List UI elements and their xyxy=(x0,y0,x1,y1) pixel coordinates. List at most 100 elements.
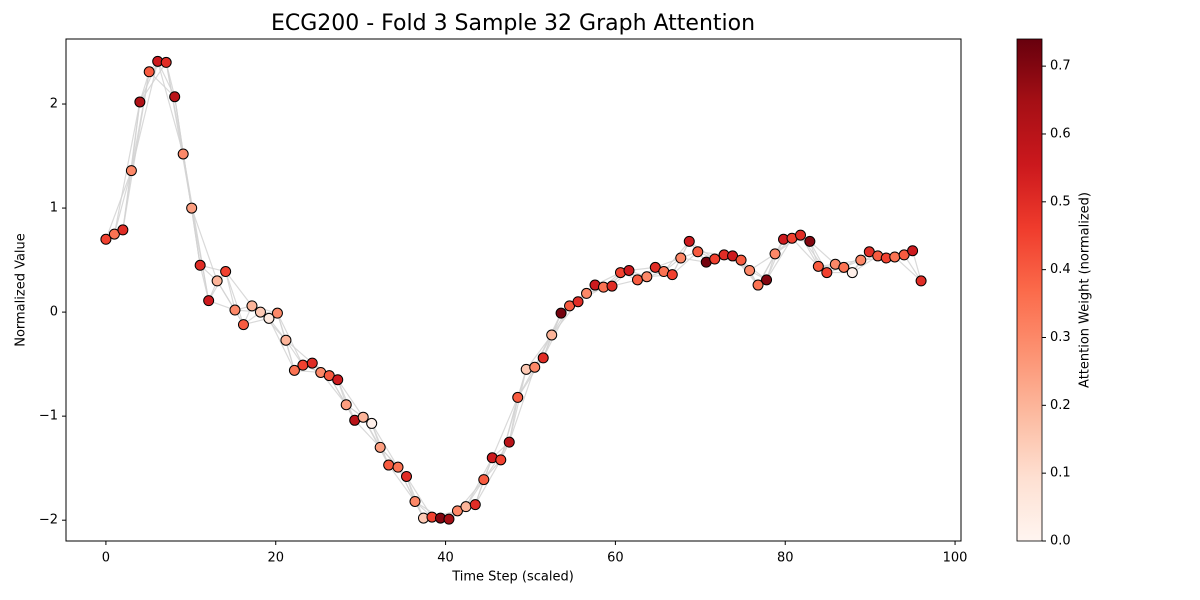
point xyxy=(623,264,635,276)
x-tick-label: 80 xyxy=(777,551,794,566)
graph-edge xyxy=(225,271,245,325)
point xyxy=(443,513,455,525)
point xyxy=(744,264,756,276)
colorbar-tick-label: 0.7 xyxy=(1050,59,1071,74)
point xyxy=(804,235,816,247)
point xyxy=(838,261,850,273)
y-tick-label: −1 xyxy=(39,409,58,424)
point xyxy=(795,229,807,241)
point xyxy=(855,254,867,266)
point xyxy=(631,274,643,286)
point xyxy=(546,329,558,341)
point xyxy=(907,245,919,257)
point xyxy=(297,359,309,371)
graph-edge xyxy=(508,367,536,443)
graph-edge xyxy=(809,240,836,265)
graph-edge xyxy=(225,271,253,307)
colorbar-tick-label: 0.6 xyxy=(1050,126,1071,141)
point xyxy=(366,417,378,429)
colorbar-label: Attention Weight (normalized) xyxy=(1078,192,1093,388)
graph-edge xyxy=(671,251,699,276)
point xyxy=(143,66,155,78)
colorbar-tick-label: 0.5 xyxy=(1050,194,1071,209)
point xyxy=(889,251,901,263)
point xyxy=(821,267,833,279)
point xyxy=(666,269,678,281)
point xyxy=(134,96,146,108)
graph-edge xyxy=(337,379,364,418)
colorbar-tick-label: 0.1 xyxy=(1050,466,1071,481)
point xyxy=(100,233,112,245)
x-tick-label: 0 xyxy=(102,551,110,566)
point xyxy=(469,499,481,511)
point xyxy=(383,459,395,471)
colorbar-tick-label: 0.3 xyxy=(1050,330,1071,345)
point xyxy=(340,399,352,411)
point xyxy=(529,361,541,373)
x-tick-label: 100 xyxy=(943,551,968,566)
point xyxy=(735,254,747,266)
point xyxy=(211,275,223,287)
point xyxy=(606,280,618,292)
chart-title: ECG200 - Fold 3 Sample 32 Graph Attentio… xyxy=(271,11,755,36)
colorbar xyxy=(1016,38,1043,542)
point xyxy=(392,461,404,473)
graph-edge xyxy=(105,170,132,240)
graph-edge xyxy=(551,305,571,336)
y-axis-label: Normalized Value xyxy=(14,233,29,347)
point xyxy=(537,352,549,364)
point xyxy=(246,300,258,312)
point xyxy=(683,235,695,247)
point xyxy=(812,260,824,272)
point xyxy=(237,319,249,331)
point xyxy=(220,266,232,278)
point xyxy=(194,259,206,271)
points xyxy=(100,55,927,525)
y-tick-label: 0 xyxy=(50,305,58,320)
point xyxy=(709,253,721,265)
graph-edge xyxy=(765,239,785,281)
point xyxy=(675,252,687,264)
graph-edge xyxy=(199,265,210,301)
point xyxy=(846,267,858,279)
graph-edge xyxy=(191,207,210,301)
point xyxy=(160,56,172,68)
point xyxy=(761,274,773,286)
x-tick-label: 40 xyxy=(437,551,454,566)
point xyxy=(512,391,524,403)
point xyxy=(503,436,515,448)
point xyxy=(271,307,283,319)
point xyxy=(117,224,129,236)
point xyxy=(752,279,764,291)
point xyxy=(478,474,490,486)
graph-edge xyxy=(285,339,313,364)
x-tick-label: 20 xyxy=(267,551,284,566)
point xyxy=(263,312,275,324)
x-axis-label: Time Step (scaled) xyxy=(451,570,574,585)
point xyxy=(374,441,386,453)
point xyxy=(288,364,300,376)
point xyxy=(915,275,927,287)
colorbar-tick-label: 0.2 xyxy=(1050,398,1071,413)
point xyxy=(769,248,781,260)
point xyxy=(280,334,292,346)
point xyxy=(229,304,241,316)
point xyxy=(203,295,215,307)
graph-edge xyxy=(508,369,527,443)
point xyxy=(177,148,189,160)
point xyxy=(641,271,653,283)
graph-edge xyxy=(354,419,381,448)
point xyxy=(357,411,369,423)
x-tick-label: 60 xyxy=(607,551,624,566)
graph-edge xyxy=(894,256,922,282)
graph-edge xyxy=(791,237,819,267)
point xyxy=(401,470,413,482)
point xyxy=(186,202,198,214)
graph-edge xyxy=(148,71,176,98)
point xyxy=(332,374,344,386)
graph-edge xyxy=(388,464,416,502)
graph-edge xyxy=(809,241,828,273)
graph-edge xyxy=(268,318,295,371)
point xyxy=(581,287,593,299)
